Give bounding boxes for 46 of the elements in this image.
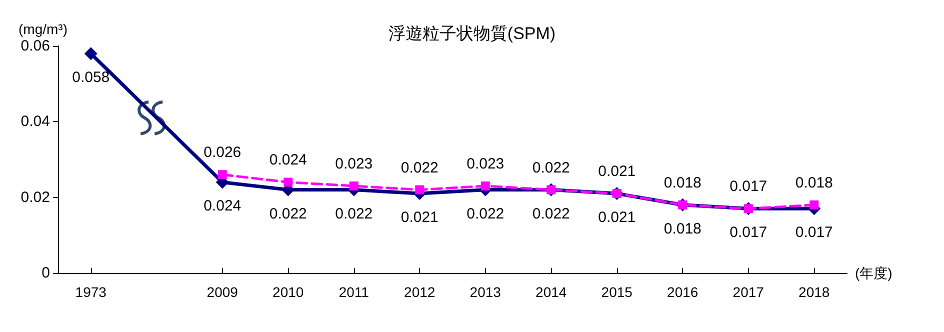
point — [349, 181, 358, 190]
x-tick-label: 2014 — [536, 284, 567, 300]
data-label: 0.022 — [532, 159, 570, 176]
data-label: 0.021 — [598, 209, 636, 226]
x-tick-label: 2018 — [798, 284, 830, 300]
x-tick-label: 2017 — [732, 284, 764, 300]
y-tick-label: 0.04 — [20, 113, 50, 130]
data-label: 0.022 — [335, 205, 373, 222]
data-label: 0.022 — [466, 205, 504, 222]
point — [218, 170, 227, 180]
data-label: 0.017 — [730, 178, 768, 196]
data-label: 0.024 — [204, 198, 242, 215]
point — [84, 47, 98, 60]
x-tick-label: 2009 — [206, 284, 238, 300]
point — [284, 178, 293, 187]
x-tick-label: 2013 — [470, 284, 502, 300]
x-tick-label: 2011 — [338, 284, 370, 300]
x-tick-label: 2016 — [667, 284, 698, 300]
data-label: 0.022 — [400, 159, 438, 176]
y-tick-label: 0.06 — [20, 38, 50, 54]
data-label: 0.018 — [664, 220, 702, 238]
data-label: 0.022 — [532, 205, 570, 222]
data-label: 0.021 — [400, 209, 438, 226]
y-tick-label: 0.02 — [20, 188, 50, 206]
data-label: 0.018 — [795, 174, 833, 192]
point — [810, 200, 819, 210]
x-tick-label: 2010 — [272, 284, 304, 300]
y-tick-label: 0 — [42, 264, 50, 282]
point — [480, 181, 490, 190]
data-label: 0.018 — [664, 174, 702, 192]
y-axis-title: (mg/m³) — [18, 21, 68, 37]
data-label: 0.024 — [269, 152, 307, 169]
data-label: 0.058 — [72, 69, 110, 86]
data-label: 0.021 — [598, 163, 636, 180]
data-label: 0.023 — [335, 155, 373, 172]
x-axis-title: (年度) — [855, 265, 892, 281]
data-label: 0.017 — [730, 224, 768, 242]
x-tick-label: 2012 — [404, 284, 436, 300]
data-label: 0.017 — [795, 224, 833, 242]
x-tick-label: 1973 — [75, 284, 107, 300]
data-label: 0.026 — [204, 144, 242, 162]
data-label: 0.022 — [269, 205, 307, 222]
chart-title: 浮遊粒子状物質(SPM) — [388, 24, 556, 43]
data-label: 0.023 — [466, 155, 504, 172]
point — [415, 185, 424, 194]
x-tick-label: 2015 — [601, 284, 633, 300]
